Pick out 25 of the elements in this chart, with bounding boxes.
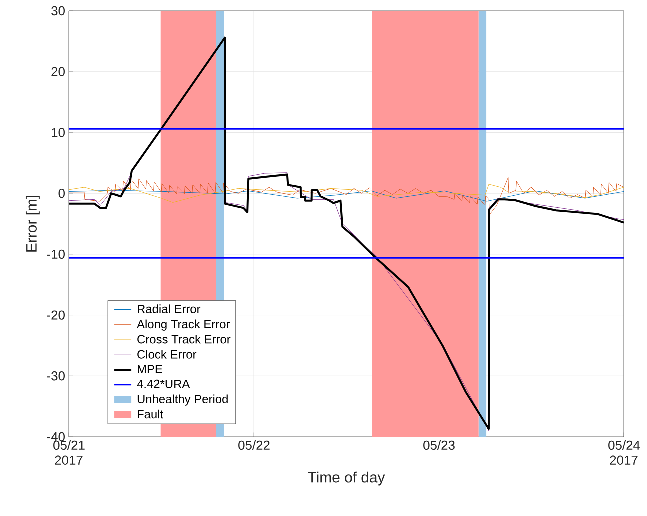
x-tick-label: 05/22	[238, 440, 270, 450]
y-tick-label: -30	[47, 372, 65, 381]
line-series	[69, 184, 624, 203]
line-series	[69, 178, 624, 216]
y-tick-label: -40	[47, 432, 65, 442]
legend-label: Cross Track Error	[138, 334, 231, 344]
y-tick-label: -10	[47, 250, 65, 260]
y-axis-title: Error [m]	[26, 196, 40, 252]
band-label: Unhealthy Period	[138, 394, 228, 406]
legend-label: MPE	[138, 365, 162, 374]
y-tick-label: 20	[52, 67, 65, 76]
y-tick-label: 10	[52, 128, 65, 138]
band-label: Fault	[138, 410, 164, 419]
x-tick-label: 05/24 2017	[608, 440, 640, 465]
legend-label: Radial Error	[138, 304, 201, 314]
legend-label: 4.42*URA	[137, 380, 190, 388]
y-tick-label: 30	[52, 6, 65, 16]
y-tick-label: -20	[47, 310, 65, 320]
x-tick-label: 05/21 2017	[54, 440, 85, 465]
y-tick-label: 0	[58, 188, 65, 198]
line-series	[69, 190, 624, 202]
legend-label: Along Track Error	[137, 320, 230, 331]
x-axis-title: Time of day	[308, 472, 386, 486]
legend-label: Clock Error	[138, 350, 197, 359]
x-tick-label: 05/23	[424, 440, 455, 450]
